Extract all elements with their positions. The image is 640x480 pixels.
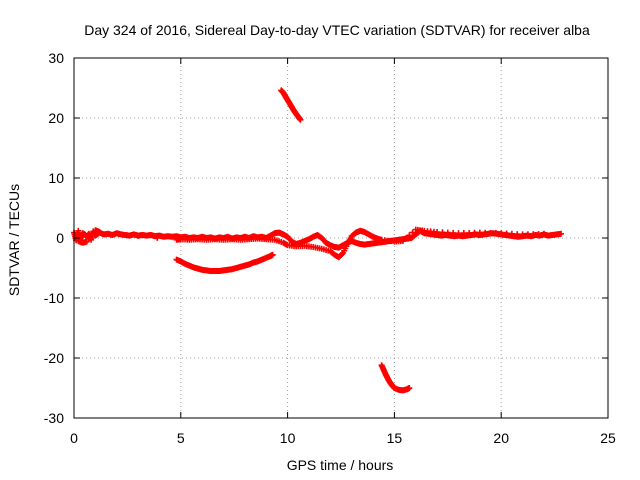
data-point xyxy=(135,232,142,239)
x-tick-label: 15 xyxy=(387,430,403,446)
data-point xyxy=(558,230,565,237)
x-tick-label: 25 xyxy=(600,430,616,446)
data-point xyxy=(96,229,103,235)
data-point xyxy=(508,230,515,237)
data-point xyxy=(269,251,276,258)
data-point xyxy=(115,230,122,237)
data-point xyxy=(460,230,467,237)
x-tick-label: 0 xyxy=(70,430,78,446)
data-point xyxy=(444,229,451,236)
data-point xyxy=(406,385,413,391)
data-point xyxy=(487,229,494,236)
data-point xyxy=(482,229,489,236)
x-tick-label: 10 xyxy=(280,430,296,446)
y-tick-label: 20 xyxy=(48,110,64,126)
data-point xyxy=(530,231,537,238)
y-tick-label: -10 xyxy=(44,290,64,306)
data-point xyxy=(339,251,346,258)
data-point xyxy=(409,229,416,236)
y-tick-label: 10 xyxy=(48,170,64,186)
y-tick-label: -30 xyxy=(44,410,64,426)
data-point xyxy=(498,230,505,237)
data-point xyxy=(154,234,161,241)
data-point xyxy=(476,229,483,236)
data-point xyxy=(403,235,410,242)
axis-ticks: 0 5 10 15 20 25 -30 -20 -10 0 10 20 30 xyxy=(44,50,616,446)
data-point xyxy=(503,230,510,237)
data-point xyxy=(466,229,473,236)
x-tick-label: 20 xyxy=(493,430,509,446)
y-axis-title: SDTVAR / TECUs xyxy=(6,184,22,296)
data-series xyxy=(71,87,565,394)
y-tick-label: 0 xyxy=(56,230,64,246)
chart-title: Day 324 of 2016, Sidereal Day-to-day VTE… xyxy=(84,22,590,38)
series-secondary-band xyxy=(75,226,547,261)
data-point xyxy=(471,229,478,236)
data-point xyxy=(399,238,406,244)
data-point xyxy=(406,232,413,239)
data-point xyxy=(540,230,547,237)
data-point xyxy=(519,231,526,238)
data-point xyxy=(514,231,521,238)
x-axis-title: GPS time / hours xyxy=(287,457,394,473)
series-spike-positive xyxy=(278,87,304,123)
data-point xyxy=(450,229,457,236)
data-point xyxy=(524,231,531,238)
series-spike-negative xyxy=(378,362,413,394)
x-tick-label: 5 xyxy=(177,430,185,446)
y-tick-label: 30 xyxy=(48,50,64,66)
data-point xyxy=(492,230,499,237)
data-point xyxy=(297,116,304,123)
data-point xyxy=(535,230,542,237)
data-point xyxy=(439,229,446,236)
data-point xyxy=(434,229,441,235)
y-tick-label: -20 xyxy=(44,350,64,366)
data-point xyxy=(455,230,462,237)
series-arc-negative-5 xyxy=(173,251,276,274)
